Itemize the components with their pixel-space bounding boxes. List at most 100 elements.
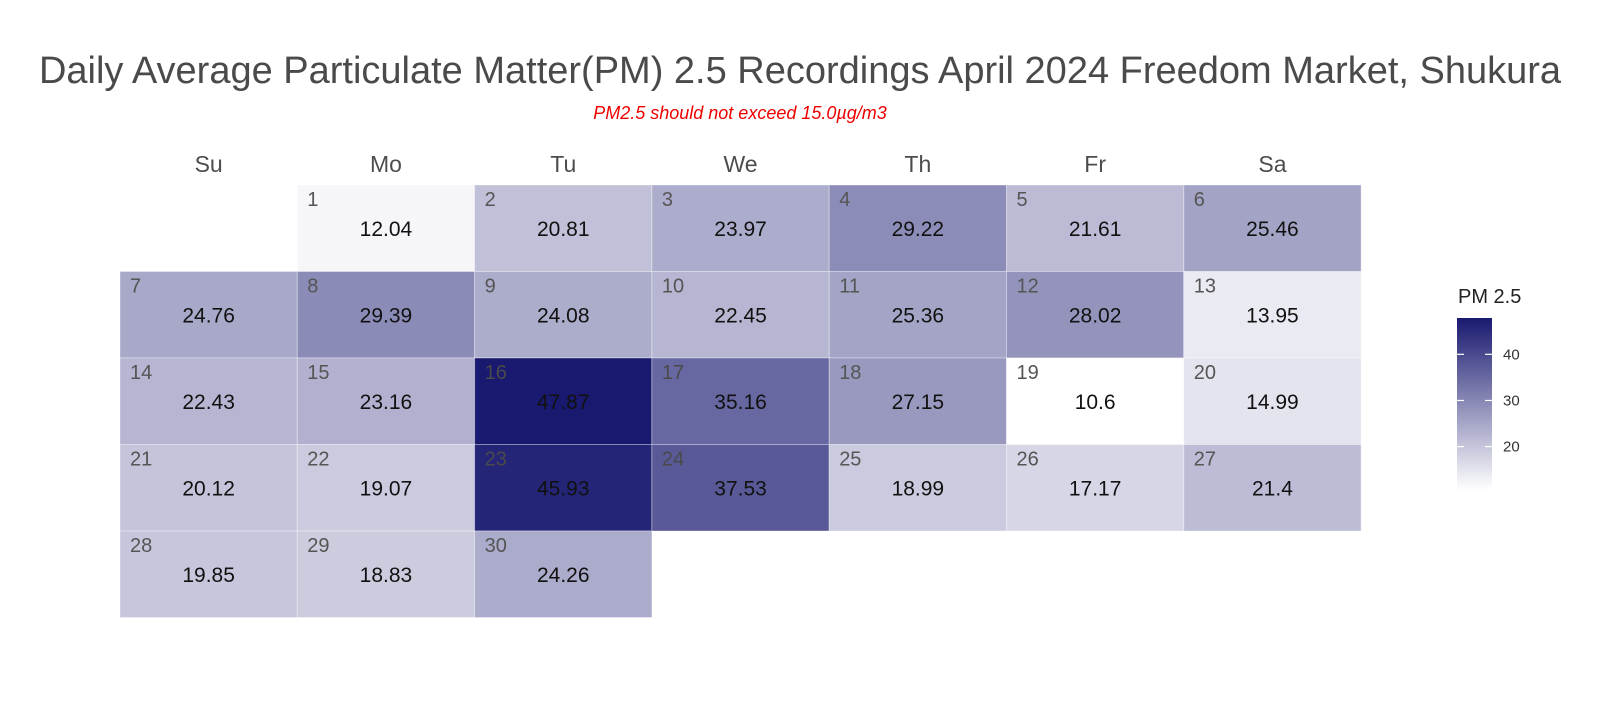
day-number: 18 [839,362,861,384]
day-number: 15 [307,362,329,384]
legend-title: PM 2.5 [1458,286,1521,308]
weekday-label-tu: Tu [550,151,576,177]
calendar-cell: 521.61 [1006,184,1185,272]
calendar-cell: 25 18.99 [828,444,1008,532]
day-number: 28 [130,535,152,557]
day-number: 8 [307,276,318,298]
pm-value-label: 47.87 [537,391,590,414]
calendar-cell: 16 47.87 [474,357,653,445]
pm-value-label: 29.22 [892,218,945,241]
day-number: 27 [1194,449,1216,471]
calendar-cell: 13 13.95 [1183,271,1362,359]
calendar-cell: 220.81 [474,184,653,272]
pm-value-label: 24.76 [182,305,235,328]
calendar-cell: 429.22 [828,184,1008,272]
pm-value-label: 17.17 [1069,478,1122,501]
pm-value-label: 22.45 [714,305,767,328]
day-number: 21 [130,449,152,471]
day-number: 4 [839,189,850,211]
cell-fill [296,357,476,445]
calendar-cell: 323.97 [651,184,830,272]
calendar-cell: 14 22.43 [119,357,298,445]
day-number: 12 [1017,276,1039,298]
weekday-label-we: We [724,151,758,177]
day-number: 30 [485,535,507,557]
cell-fill [119,357,298,445]
day-number: 1 [307,189,318,211]
pm-value-label: 20.81 [537,218,590,241]
pm-value-label: 18.83 [360,564,413,587]
calendar-cell: 29 18.83 [296,530,476,618]
day-number: 26 [1017,449,1039,471]
pm-value-label: 28.02 [1069,305,1122,328]
day-number: 16 [485,362,507,384]
calendar-cell: 21 20.12 [119,444,298,532]
calendar-cell: 724.76 [119,271,298,359]
day-number: 24 [662,449,684,471]
weekday-label-su: Su [195,151,223,177]
weekday-label-sa: Sa [1258,151,1286,177]
cell-fill [651,444,830,532]
pm-value-label: 19.07 [360,478,413,501]
calendar-cell: 27 21.4 [1183,444,1362,532]
cell-fill [1183,271,1362,359]
pm-value-label: 21.4 [1252,478,1293,501]
day-number: 3 [662,189,673,211]
cell-fill [474,530,653,618]
calendar-cell: 11 25.36 [828,271,1008,359]
calendar-cell: 26 17.17 [1006,444,1185,532]
cell-fill [296,271,476,359]
calendar-cell: 22 19.07 [296,444,476,532]
calendar-cell: 24 37.53 [651,444,830,532]
cell-fill [651,357,830,445]
cell-fill [474,271,653,359]
calendar-cell: 20 14.99 [1183,357,1362,445]
calendar-cell: 17 35.16 [651,357,830,445]
day-number: 19 [1017,362,1039,384]
chart-subtitle: PM2.5 should not exceed 15.0µg/m3 [593,103,887,123]
cell-fill [474,357,653,445]
cell-fill [119,271,298,359]
cell-fill [1183,357,1362,445]
chart-title: Daily Average Particulate Matter(PM) 2.5… [38,50,1562,92]
calendar-cell: 924.08 [474,271,653,359]
day-number: 23 [485,449,507,471]
cell-fill [828,271,1008,359]
legend-colorbar [1457,318,1492,490]
pm-value-label: 19.85 [182,564,235,587]
cell-fill [296,184,476,272]
day-number: 13 [1194,276,1216,298]
pm-value-label: 23.16 [360,391,413,414]
calendar-cell: 625.46 [1183,184,1362,272]
pm-value-label: 24.26 [537,564,590,587]
day-number: 29 [307,535,329,557]
cell-fill [119,530,298,618]
calendar-cell: 19 10.6 [1006,357,1185,445]
pm-value-label: 29.39 [360,305,413,328]
pm-value-label: 24.08 [537,305,590,328]
day-number: 6 [1194,189,1205,211]
pm-value-label: 37.53 [714,478,767,501]
day-number: 20 [1194,362,1216,384]
calendar-cell: 112.04 [296,184,476,272]
calendar-cell: 30 24.26 [474,530,653,618]
calendar-cell: 12 28.02 [1006,271,1185,359]
cell-fill [296,530,476,618]
calendar-cell: 10 22.45 [651,271,830,359]
calendar-cell: 23 45.93 [474,444,653,532]
calendar-cell: 28 19.85 [119,530,298,618]
calendar-cell: 829.39 [296,271,476,359]
cell-fill [828,444,1008,532]
weekday-label-mo: Mo [370,151,402,177]
pm-value-label: 21.61 [1069,218,1122,241]
cell-fill [1183,444,1362,532]
day-number: 9 [485,276,496,298]
calendar-cell: 18 27.15 [828,357,1008,445]
cell-fill [474,444,653,532]
pm-value-label: 13.95 [1246,305,1299,328]
pm-value-label: 25.36 [892,305,945,328]
day-number: 14 [130,362,152,384]
weekday-label-fr: Fr [1084,151,1106,177]
day-number: 10 [662,276,684,298]
